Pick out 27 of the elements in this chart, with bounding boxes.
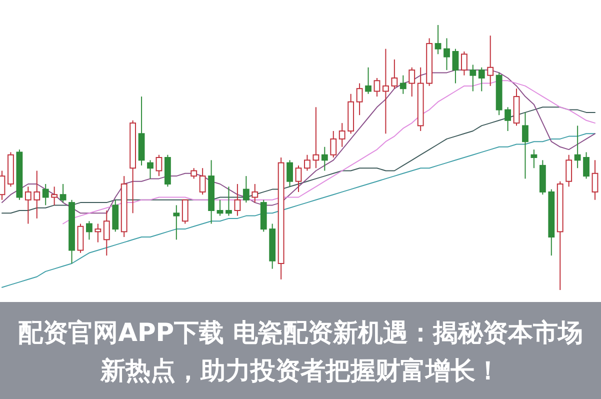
candlestick [216, 199, 224, 216]
candlestick [120, 176, 128, 238]
candlestick [592, 160, 598, 200]
candlestick [338, 122, 346, 148]
candlestick [86, 220, 92, 240]
candlestick [312, 106, 320, 169]
candlestick [522, 112, 528, 180]
candlestick [400, 74, 406, 94]
candlestick [226, 186, 232, 216]
candlestick [321, 146, 328, 172]
candlestick [173, 204, 180, 240]
candlestick [234, 184, 241, 216]
candlestick [444, 38, 450, 71]
candlestick [138, 96, 145, 166]
candlestick [24, 186, 32, 224]
candlestick [147, 160, 154, 180]
text: 配资官网APP下载 电瓷配资新机遇：揭秘资本市场新热点，助力投资者把握财富增长！ [18, 318, 583, 385]
candlestick [487, 35, 494, 86]
candlestick [34, 170, 40, 219]
candlestick [417, 66, 424, 132]
candlestick [103, 210, 110, 256]
candlestick [382, 48, 389, 134]
candlestick [208, 160, 214, 224]
candlestick [574, 125, 581, 169]
candlestick [278, 157, 284, 280]
candlestick [504, 106, 511, 132]
candlestick [530, 149, 538, 169]
